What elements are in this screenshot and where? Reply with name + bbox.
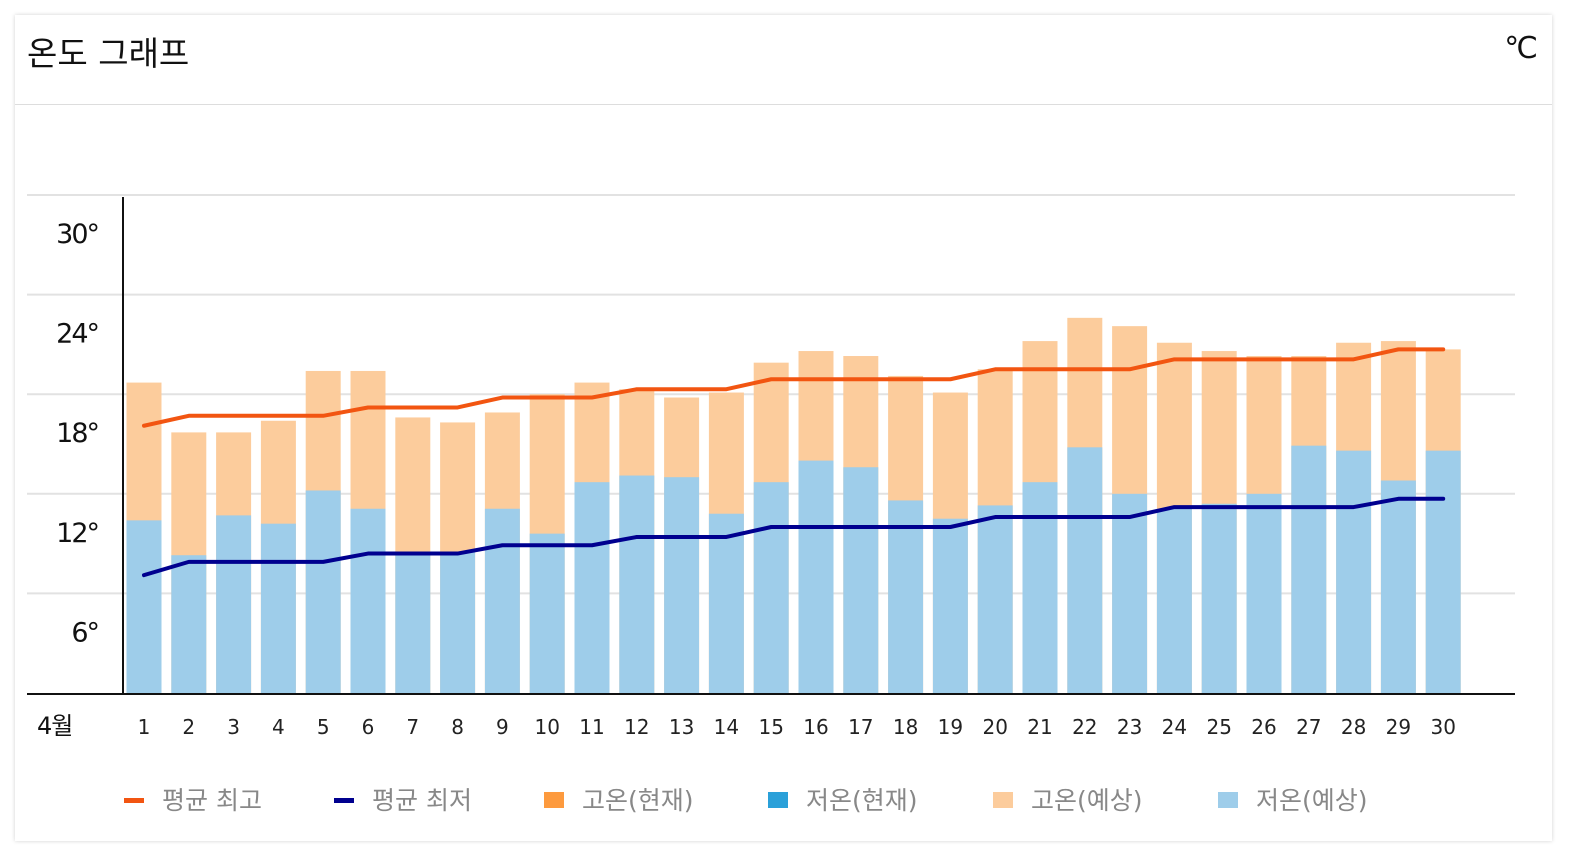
y-tick-label: 12° — [56, 518, 98, 549]
x-axis-label: 4월 — [37, 712, 72, 740]
bar-low-forecast — [1022, 482, 1058, 693]
x-tick-label: 4 — [272, 715, 285, 739]
bar-low-forecast — [843, 467, 879, 693]
legend-square-icon — [768, 792, 788, 808]
x-tick-label: 10 — [534, 715, 559, 739]
x-tick-label: 12 — [624, 715, 649, 739]
bar-low-forecast — [1336, 450, 1372, 693]
x-tick-label: 14 — [714, 715, 739, 739]
bar-low-forecast — [977, 505, 1013, 693]
legend-label: 고온(예상) — [1031, 786, 1143, 815]
legend-label: 저온(예상) — [1256, 786, 1368, 815]
y-tick-label: 6° — [71, 617, 98, 648]
bar-low-forecast — [350, 508, 386, 693]
x-tick-label: 19 — [938, 715, 963, 739]
legend-square-icon — [993, 792, 1013, 808]
bar-low-forecast — [484, 508, 520, 693]
x-tick-label: 29 — [1386, 715, 1411, 739]
legend-label: 평균 최고 — [162, 786, 262, 815]
x-tick-label: 24 — [1162, 715, 1187, 739]
legend-label: 평균 최저 — [372, 786, 472, 815]
bar-low-forecast — [440, 551, 476, 693]
bar-low-forecast — [171, 555, 207, 693]
x-tick-label: 20 — [982, 715, 1007, 739]
bar-low-forecast — [260, 523, 296, 693]
bar-low-forecast — [1112, 493, 1148, 693]
legend-square-icon — [544, 792, 564, 808]
x-tick-label: 30 — [1430, 715, 1455, 739]
x-tick-label: 27 — [1296, 715, 1321, 739]
x-tick-label: 22 — [1072, 715, 1097, 739]
bar-low-forecast — [888, 500, 924, 693]
bar-low-forecast — [619, 475, 655, 693]
bar-low-forecast — [1156, 508, 1192, 693]
x-tick-label: 8 — [451, 715, 464, 739]
legend-label: 고온(현재) — [582, 786, 694, 815]
bar-low-forecast — [126, 520, 162, 693]
card-header: 온도 그래프 ℃ — [15, 15, 1552, 105]
x-tick-label: 28 — [1341, 715, 1366, 739]
legend-label: 저온(현재) — [806, 786, 918, 815]
legend-line-icon — [334, 798, 354, 803]
page-title: 온도 그래프 — [27, 34, 190, 73]
x-tick-label: 26 — [1251, 715, 1276, 739]
x-tick-label: 9 — [496, 715, 509, 739]
x-tick-label: 3 — [227, 715, 240, 739]
y-tick-label: 18° — [56, 418, 98, 449]
x-tick-label: 15 — [758, 715, 783, 739]
bar-low-forecast — [574, 482, 610, 693]
bar-low-forecast — [395, 551, 431, 693]
bar-low-forecast — [798, 460, 834, 693]
y-tick-label: 24° — [56, 319, 98, 350]
avg-low-line — [142, 496, 1446, 578]
x-tick-label: 11 — [579, 715, 604, 739]
x-tick-label: 21 — [1027, 715, 1052, 739]
x-tick-label: 18 — [893, 715, 918, 739]
bar-low-forecast — [305, 490, 341, 693]
legend-line-icon — [124, 798, 144, 803]
x-tick-label: 17 — [848, 715, 873, 739]
bar-low-forecast — [1425, 450, 1461, 693]
bar-low-forecast — [529, 533, 565, 693]
bar-low-forecast — [216, 515, 252, 693]
x-tick-label: 6 — [362, 715, 375, 739]
x-tick-label: 2 — [182, 715, 195, 739]
bar-low-forecast — [1201, 503, 1237, 693]
legend-square-icon — [1218, 792, 1238, 808]
bar-low-forecast — [753, 482, 789, 693]
bar-low-forecast — [1246, 493, 1282, 693]
x-tick-label: 13 — [669, 715, 694, 739]
y-tick-label: 30° — [56, 219, 98, 250]
bar-low-forecast — [1380, 480, 1416, 693]
x-tick-label: 1 — [138, 715, 151, 739]
unit-label: ℃ — [1504, 31, 1538, 66]
bar-low-forecast — [1067, 447, 1103, 693]
x-tick-label: 5 — [317, 715, 330, 739]
avg-high-line — [142, 347, 1446, 428]
x-tick-label: 7 — [406, 715, 419, 739]
x-tick-label: 25 — [1206, 715, 1231, 739]
bar-low-forecast — [1291, 445, 1327, 693]
bar-low-forecast — [932, 518, 968, 693]
x-tick-label: 23 — [1117, 715, 1142, 739]
x-tick-label: 16 — [803, 715, 828, 739]
bar-low-forecast — [664, 477, 700, 693]
bar-low-forecast — [708, 513, 744, 693]
